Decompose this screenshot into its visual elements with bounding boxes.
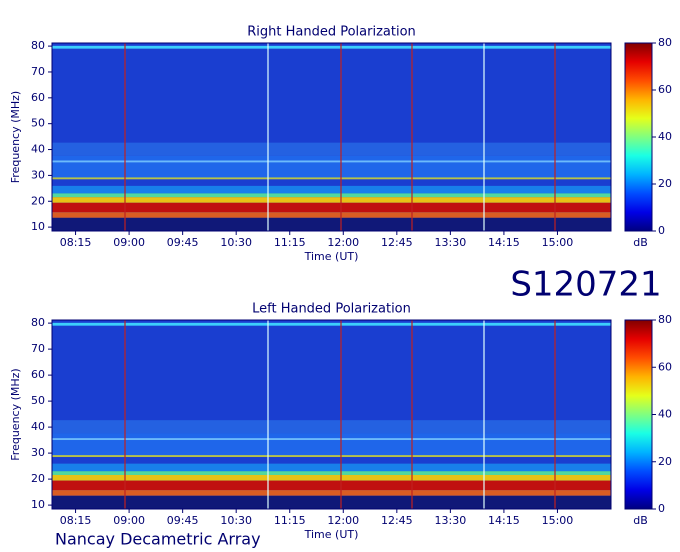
station-id: S120721	[510, 265, 661, 305]
spectrogram-band	[52, 420, 611, 434]
colorbar	[624, 319, 653, 510]
x-tick-label: 11:15	[274, 514, 306, 527]
spectrogram-band	[52, 438, 611, 441]
colorbar-tick-label: 60	[658, 83, 672, 96]
colorbar-label: dB	[633, 236, 648, 249]
spectrogram-band	[52, 217, 611, 231]
spectrogram-band	[52, 471, 611, 475]
x-tick-label: 14:15	[488, 236, 520, 249]
y-tick-label: 50	[31, 117, 45, 130]
x-tick-label: 12:45	[381, 514, 413, 527]
spectrogram-band	[52, 463, 611, 472]
spectrogram-band	[52, 490, 611, 496]
colorbar-tick-label: 0	[658, 502, 665, 515]
x-tick-label: 11:15	[274, 236, 306, 249]
spectrogram-band	[52, 197, 611, 203]
spectrogram-band	[52, 193, 611, 198]
colorbar-tick-label: 0	[658, 224, 665, 237]
x-tick-label: 13:30	[435, 236, 467, 249]
spectrogram-band	[52, 155, 611, 179]
spectrogram-band	[52, 480, 611, 491]
x-tick-label: 09:45	[167, 514, 199, 527]
spectrogram-band	[52, 185, 611, 194]
y-tick-label: 30	[31, 446, 45, 459]
y-tick-label: 60	[31, 91, 45, 104]
y-tick-label: 70	[31, 342, 45, 355]
y-tick-label: 80	[31, 316, 45, 329]
x-axis-label: Time (UT)	[304, 250, 359, 263]
spectrogram-band	[52, 212, 611, 218]
colorbar-tick-label: 80	[658, 36, 672, 49]
x-tick-label: 09:00	[113, 236, 145, 249]
spectrogram-band	[52, 45, 611, 49]
y-tick-label: 40	[31, 420, 45, 433]
x-tick-label: 09:00	[113, 514, 145, 527]
spectrogram-band	[52, 160, 611, 163]
y-axis-label: Frequency (MHz)	[9, 91, 22, 183]
colorbar-tick-label: 80	[658, 313, 672, 326]
x-tick-label: 15:00	[542, 514, 574, 527]
spectrogram-band	[52, 474, 611, 481]
colorbar-tick-label: 40	[658, 408, 672, 421]
y-tick-label: 70	[31, 65, 45, 78]
x-tick-label: 10:30	[220, 514, 252, 527]
x-tick-label: 12:00	[327, 514, 359, 527]
y-tick-label: 80	[31, 39, 45, 52]
colorbar-tick-label: 40	[658, 130, 672, 143]
spectrogram-band	[52, 455, 611, 458]
colorbar-label: dB	[633, 514, 648, 527]
x-tick-label: 12:45	[381, 236, 413, 249]
plot-frame	[51, 319, 612, 510]
colorbar-tick-label: 60	[658, 360, 672, 373]
spectrogram-band	[52, 495, 611, 509]
spectrogram-band	[52, 433, 611, 457]
colorbar-tick-label: 20	[658, 455, 672, 468]
y-tick-label: 60	[31, 368, 45, 381]
y-tick-label: 20	[31, 194, 45, 207]
plot-frame	[51, 42, 612, 232]
chart-title: Left Handed Polarization	[252, 302, 411, 317]
x-tick-label: 15:00	[542, 236, 574, 249]
y-tick-label: 10	[31, 220, 45, 233]
spectrogram-band	[52, 177, 611, 180]
y-tick-label: 40	[31, 143, 45, 156]
x-tick-label: 09:45	[167, 236, 199, 249]
y-tick-label: 20	[31, 472, 45, 485]
y-tick-label: 10	[31, 498, 45, 511]
spectrogram-band	[52, 322, 611, 326]
x-tick-label: 13:30	[435, 514, 467, 527]
y-tick-label: 50	[31, 394, 45, 407]
footer: Nancay Decametric Array	[55, 530, 261, 549]
colorbar-tick-label: 20	[658, 177, 672, 190]
x-tick-label: 14:15	[488, 514, 520, 527]
chart-title: Right Handed Polarization	[247, 25, 416, 40]
colorbar	[624, 42, 653, 232]
y-tick-label: 30	[31, 168, 45, 181]
x-tick-label: 08:15	[60, 514, 92, 527]
x-tick-label: 08:15	[60, 236, 92, 249]
x-tick-label: 10:30	[220, 236, 252, 249]
spectrogram-band	[52, 202, 611, 213]
y-axis-label: Frequency (MHz)	[9, 368, 22, 460]
spectrogram-band	[52, 142, 611, 156]
x-tick-label: 12:00	[327, 236, 359, 249]
x-axis-label: Time (UT)	[304, 528, 359, 541]
